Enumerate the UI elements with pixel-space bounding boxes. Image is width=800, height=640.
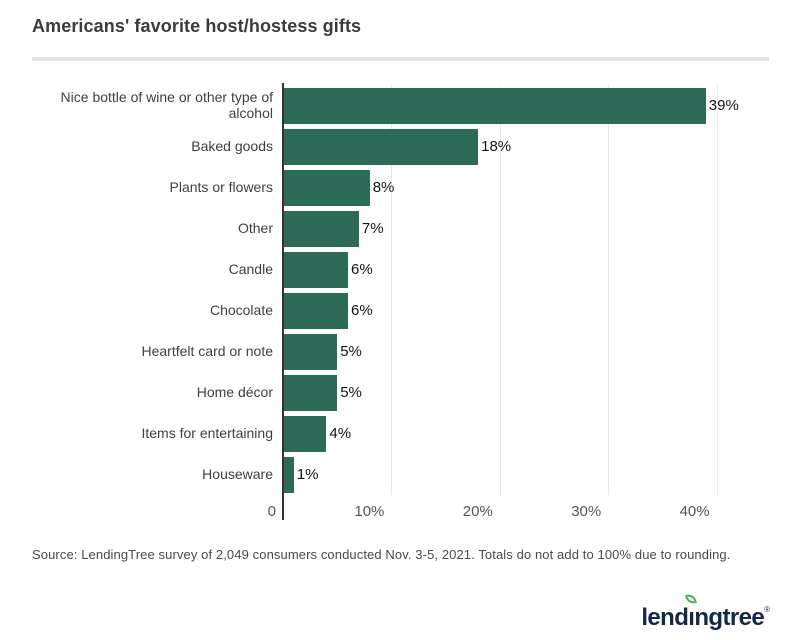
bar xyxy=(283,456,294,493)
bar xyxy=(283,374,338,411)
bar xyxy=(283,87,706,124)
gridline xyxy=(391,85,393,495)
gridline xyxy=(716,85,718,495)
x-axis-ticks: 0 10% 20% 30% 40% xyxy=(268,499,760,525)
category-label: Items for entertaining xyxy=(141,424,273,441)
chart-row: Candle 6% xyxy=(32,249,760,290)
chart-row: Nice bottle of wine or other type of alc… xyxy=(32,85,760,126)
chart-row: Home décor 5% xyxy=(32,372,760,413)
gridline xyxy=(608,85,610,495)
category-label: Houseware xyxy=(202,465,273,482)
chart-row: Houseware 1% xyxy=(32,454,760,495)
bar-value-label: 18% xyxy=(481,138,512,155)
x-tick-label: 0 xyxy=(267,503,276,520)
bar-track: 39% xyxy=(283,85,760,126)
bar-value-label: 5% xyxy=(340,384,362,401)
bar-track: 6% xyxy=(283,249,760,290)
logo-text-pre: lend xyxy=(641,604,689,631)
x-tick-label: 30% xyxy=(571,503,602,520)
bar-track: 8% xyxy=(283,167,760,208)
chart-row: Items for entertaining 4% xyxy=(32,413,760,454)
chart-title: Americans' favorite host/hostess gifts xyxy=(32,16,362,36)
bar xyxy=(283,210,359,247)
bar-value-label: 1% xyxy=(296,466,319,483)
x-tick-label: 40% xyxy=(679,503,710,520)
logo-text-post: ngtree xyxy=(694,604,765,631)
x-tick-label: 10% xyxy=(354,503,385,520)
bar-chart: Nice bottle of wine or other type of alc… xyxy=(32,83,760,525)
lendingtree-logo: lend ıngtree® xyxy=(641,593,770,631)
chart-row: Heartfelt card or note 5% xyxy=(32,331,760,372)
category-label: Home décor xyxy=(196,383,273,400)
bar xyxy=(283,292,349,329)
x-tick-label: 20% xyxy=(462,503,493,520)
gridline xyxy=(499,85,501,495)
bar-track: 4% xyxy=(283,413,760,454)
bar xyxy=(283,415,327,452)
category-label: Nice bottle of wine or other type of alc… xyxy=(60,89,273,121)
chart-row: Plants or flowers 8% xyxy=(32,167,760,208)
category-label: Other xyxy=(237,219,273,236)
category-label: Candle xyxy=(228,260,273,277)
title-divider xyxy=(32,57,769,61)
bar-track: 1% xyxy=(283,454,760,495)
bar-track: 5% xyxy=(283,372,760,413)
bar-value-label: 39% xyxy=(708,97,739,114)
bar xyxy=(283,128,479,165)
chart-row: Baked goods 18% xyxy=(32,126,760,167)
logo-letter-i: ı xyxy=(685,593,698,630)
category-label: Plants or flowers xyxy=(169,178,273,195)
bar-value-label: 5% xyxy=(340,343,362,360)
category-label: Heartfelt card or note xyxy=(141,342,273,359)
source-note: Source: LendingTree survey of 2,049 cons… xyxy=(32,547,731,562)
bar-value-label: 6% xyxy=(351,302,373,319)
bar-value-label: 8% xyxy=(372,179,395,196)
bar-value-label: 4% xyxy=(329,425,352,442)
bar xyxy=(283,251,349,288)
bar-value-label: 7% xyxy=(361,220,384,237)
category-label: Baked goods xyxy=(191,137,273,154)
bar xyxy=(283,169,370,206)
category-label: Chocolate xyxy=(209,301,273,318)
bar-track: 18% xyxy=(283,126,760,167)
bar-value-label: 6% xyxy=(351,261,373,278)
bar-track: 7% xyxy=(283,208,760,249)
chart-row: Chocolate 6% xyxy=(32,290,760,331)
chart-row: Other 7% xyxy=(32,208,760,249)
plot-area xyxy=(282,83,760,520)
bar xyxy=(283,333,338,370)
chart-rows: Nice bottle of wine or other type of alc… xyxy=(32,85,760,495)
registered-trademark-icon: ® xyxy=(764,605,770,614)
bar-track: 6% xyxy=(283,290,760,331)
bar-track: 5% xyxy=(283,331,760,372)
y-axis-line xyxy=(282,83,284,520)
